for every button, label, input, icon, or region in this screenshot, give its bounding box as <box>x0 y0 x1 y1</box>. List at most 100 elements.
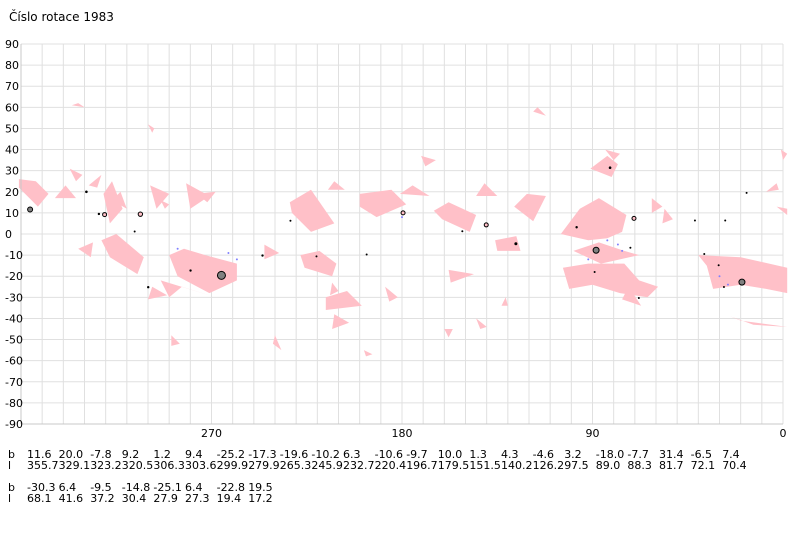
y-tick-label: 60 <box>5 101 19 114</box>
l-value: 306.3 <box>153 459 185 472</box>
active-region <box>148 124 155 133</box>
x-tick-label: 90 <box>586 427 600 440</box>
l-value: 279.9 <box>248 459 280 472</box>
sunspot <box>724 219 727 222</box>
b-value: 6.3 <box>343 448 361 461</box>
active-region <box>651 198 663 213</box>
l-value: 329.1 <box>58 459 91 472</box>
active-region <box>327 181 345 190</box>
y-tick-label: 90 <box>5 38 19 51</box>
faint-point <box>401 216 403 219</box>
active-region <box>289 189 335 232</box>
active-region <box>363 350 373 357</box>
b-value: -22.8 <box>216 481 246 494</box>
l-value: 72.1 <box>690 459 716 472</box>
y-tick-label: 20 <box>5 186 19 199</box>
active-region <box>514 193 546 222</box>
b-value: -9.5 <box>90 481 112 494</box>
y-tick-label: -70 <box>5 376 23 389</box>
y-tick-label: 70 <box>5 80 19 93</box>
active-regions <box>18 103 788 357</box>
active-region <box>421 155 436 167</box>
active-region <box>605 149 620 161</box>
b-value: 31.4 <box>659 448 684 461</box>
b-row-label: b <box>8 481 15 494</box>
active-region <box>148 286 168 300</box>
l-row-label: l <box>8 459 12 472</box>
faint-point <box>587 258 590 261</box>
l-value: 30.4 <box>121 492 147 505</box>
b-value: -6.5 <box>690 448 713 461</box>
l-value: 126.2 <box>532 459 565 472</box>
sunspot <box>575 226 578 229</box>
active-region <box>325 291 362 310</box>
sunspot <box>147 286 150 289</box>
active-region <box>88 174 102 188</box>
b-value: -18.0 <box>595 448 625 461</box>
active-region <box>101 234 144 275</box>
l-value: 27.9 <box>153 492 178 505</box>
active-region <box>171 335 180 346</box>
x-tick-label: 270 <box>201 427 222 440</box>
y-tick-label: 0 <box>5 228 12 241</box>
l-value: 245.9 <box>311 459 343 472</box>
b-value: -19.6 <box>279 448 309 461</box>
sunspot <box>631 215 637 221</box>
y-tick-label: 40 <box>5 144 19 157</box>
active-region <box>780 149 788 161</box>
active-region <box>476 183 498 196</box>
axes: 90 80 70 60 50 40 30 20 10 0 -10 -20 -30 -40 -50 -60 -70… <box>5 38 787 440</box>
l-value: 303.6 <box>185 459 217 472</box>
active-region <box>272 335 282 351</box>
b-value: -7.8 <box>90 448 112 461</box>
sunspot <box>261 254 264 257</box>
l-value: 320.5 <box>121 459 154 472</box>
l-value: 140.2 <box>501 459 533 472</box>
b-value: -14.8 <box>121 481 151 494</box>
x-tick-label: 0 <box>780 427 787 440</box>
l-value: 299.9 <box>216 459 249 472</box>
active-region <box>69 168 83 182</box>
active-region <box>186 183 210 209</box>
active-region <box>18 179 49 207</box>
l-row-label: l <box>8 492 12 505</box>
b-value: -30.3 <box>27 481 56 494</box>
active-region <box>332 314 350 329</box>
active-region <box>160 200 170 209</box>
active-region <box>433 202 477 232</box>
l-value: 19.4 <box>216 492 242 505</box>
sunspot <box>365 253 368 256</box>
sunspot <box>738 278 746 286</box>
sunspot <box>693 219 696 222</box>
active-region <box>495 236 521 251</box>
l-value: 355.7 <box>27 459 59 472</box>
active-region <box>698 255 788 294</box>
l-value: 70.4 <box>722 459 747 472</box>
active-region <box>662 208 673 224</box>
active-region <box>385 286 398 302</box>
active-region <box>448 269 474 283</box>
l-value: 265.3 <box>279 459 312 472</box>
chart-title: Číslo rotace 1983 <box>9 10 114 24</box>
sunspot <box>189 269 192 272</box>
sunspot <box>722 285 725 288</box>
x-tick-label: 180 <box>392 427 413 440</box>
l-value: 97.5 <box>564 459 589 472</box>
l-value: 232.7 <box>343 459 375 472</box>
active-region <box>78 242 93 258</box>
b-value: 6.4 <box>185 481 203 494</box>
sunspot <box>745 191 748 194</box>
b-value: 20.0 <box>58 448 84 461</box>
sunspot <box>289 219 292 222</box>
b-value: 4.3 <box>501 448 519 461</box>
active-region <box>196 191 216 203</box>
y-tick-label: -60 <box>5 355 23 368</box>
b-value: 11.6 <box>27 448 52 461</box>
l-value: 37.2 <box>90 492 115 505</box>
b-value: 9.4 <box>185 448 203 461</box>
faint-point <box>726 283 729 286</box>
active-region <box>71 103 85 108</box>
sunspot <box>97 212 101 216</box>
sunspot <box>102 212 108 218</box>
